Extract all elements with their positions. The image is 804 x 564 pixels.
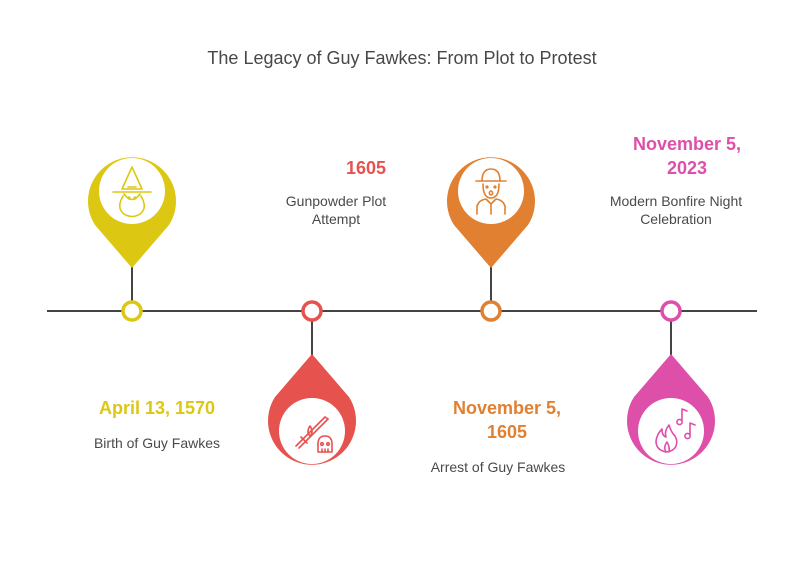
timeline-dot-1	[121, 300, 143, 322]
event-description-2: Gunpowder Plot Attempt	[285, 193, 387, 227]
timeline-dot-3	[480, 300, 502, 322]
event-description-4: Modern Bonfire Night Celebration	[609, 193, 743, 227]
person-in-hat-icon	[475, 168, 507, 215]
event-marker-3	[447, 157, 535, 322]
event-description-1: Birth of Guy Fawkes	[93, 435, 221, 451]
event-date-3: November 5, 1605	[452, 398, 562, 442]
timeline-dot-4	[660, 300, 682, 322]
musket-skull-icon	[295, 416, 333, 453]
event-date-2: 1605	[345, 158, 387, 178]
fire-music-icon	[655, 408, 696, 453]
event-marker-2	[268, 300, 356, 465]
event-marker-4	[627, 300, 715, 465]
event-description-3: Arrest of Guy Fawkes	[430, 459, 566, 475]
page-title: The Legacy of Guy Fawkes: From Plot to P…	[207, 48, 597, 68]
timeline-dot-2	[301, 300, 323, 322]
event-date-1: April 13, 1570	[98, 398, 216, 418]
event-date-4: November 5, 2023	[632, 134, 742, 178]
witch-icon	[112, 166, 152, 218]
event-marker-1	[88, 157, 176, 322]
